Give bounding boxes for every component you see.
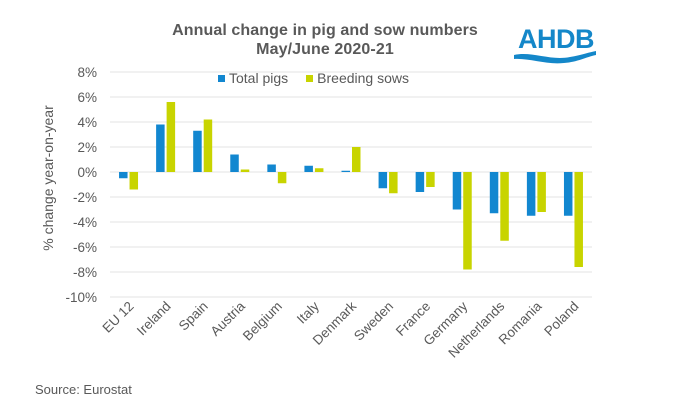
- bar-total-pigs-denmark: [341, 170, 350, 172]
- bar-total-pigs-sweden: [378, 172, 388, 189]
- bar-breeding-sows-italy: [314, 168, 324, 172]
- x-tick-label: Sweden: [351, 299, 396, 344]
- x-tick-label: Italy: [294, 298, 322, 326]
- bar-breeding-sows-ireland: [166, 102, 176, 172]
- y-tick-label: -8%: [73, 265, 97, 280]
- y-axis-ticks: 8% 6% 4% 2% 0% -2% -4% -6% -8% -10%: [65, 65, 97, 305]
- y-tick-label: -4%: [73, 215, 97, 230]
- bar-breeding-sows-belgium: [277, 172, 287, 184]
- y-tick-label: 2%: [77, 140, 97, 155]
- y-tick-label: -2%: [73, 190, 97, 205]
- y-tick-label: 6%: [77, 90, 97, 105]
- bar-breeding-sows-eu-12: [129, 172, 139, 190]
- bar-breeding-sows-denmark: [352, 147, 361, 172]
- bar-breeding-sows-sweden: [389, 172, 398, 194]
- y-tick-label: 0%: [77, 165, 97, 180]
- chart-subtitle: May/June 2020-21: [256, 41, 394, 58]
- bar-total-pigs-germany: [452, 172, 462, 210]
- x-tick-label: Belgium: [240, 299, 285, 344]
- y-tick-label: 8%: [77, 65, 97, 80]
- legend-label-total-pigs: Total pigs: [229, 70, 289, 86]
- bar-total-pigs-netherlands: [489, 172, 499, 214]
- bar-total-pigs-belgium: [267, 164, 276, 172]
- y-tick-label: 4%: [77, 115, 97, 130]
- bars: [119, 102, 583, 270]
- bar-total-pigs-italy: [304, 165, 313, 172]
- legend-item-breeding-sows: Breeding sows: [306, 70, 409, 86]
- bar-total-pigs-eu-12: [119, 172, 128, 179]
- bar-total-pigs-austria: [230, 154, 239, 172]
- bar-breeding-sows-france: [426, 172, 435, 187]
- bar-breeding-sows-austria: [240, 169, 250, 172]
- bar-breeding-sows-germany: [463, 172, 472, 270]
- y-tick-label: -10%: [65, 290, 97, 305]
- legend-label-breeding-sows: Breeding sows: [317, 70, 409, 86]
- bar-breeding-sows-netherlands: [500, 172, 509, 241]
- y-tick-label: -6%: [73, 240, 97, 255]
- chart-title: Annual change in pig and sow numbers: [172, 22, 478, 39]
- bar-total-pigs-ireland: [156, 124, 165, 172]
- bar-breeding-sows-romania: [537, 172, 546, 212]
- legend-swatch-breeding-sows: [306, 74, 314, 82]
- bar-breeding-sows-spain: [203, 119, 213, 172]
- legend-swatch-total-pigs: [218, 74, 225, 82]
- x-tick-label: Poland: [541, 299, 581, 339]
- logo-text: AHDB: [518, 24, 595, 54]
- source-note: Source: Eurostat: [35, 382, 132, 397]
- bar-breeding-sows-poland: [574, 172, 583, 267]
- chart-legend: Total pigs Breeding sows: [218, 70, 427, 86]
- gridlines: [110, 71, 592, 298]
- bar-total-pigs-spain: [193, 130, 202, 172]
- bar-total-pigs-romania: [526, 172, 536, 216]
- bar-total-pigs-france: [415, 172, 425, 192]
- legend-item-total-pigs: Total pigs: [218, 70, 288, 86]
- x-tick-label: Spain: [176, 299, 211, 334]
- bar-total-pigs-poland: [563, 172, 573, 216]
- x-tick-label: EU 12: [100, 299, 137, 336]
- ahdb-logo: AHDB: [512, 24, 598, 66]
- logo-wave-icon: [514, 51, 596, 64]
- x-tick-label: Ireland: [134, 299, 174, 339]
